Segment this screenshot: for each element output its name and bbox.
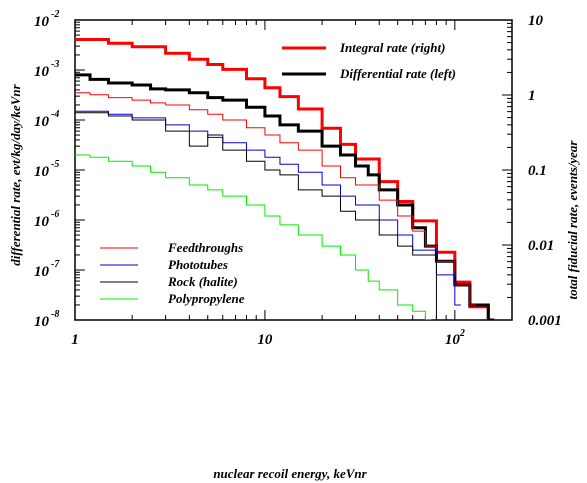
y-right-tick-label: 0.001 (528, 313, 562, 329)
y-right-axis-label: total fiducial rate, events/year (565, 140, 580, 300)
y-left-axis-label: differential rate, evt/kg/day/keVnr (8, 83, 23, 265)
x-axis-label: nuclear recoil energy, keVnr (213, 466, 367, 481)
y-left-tick-exponent: -2 (51, 9, 59, 20)
y-left-tick-base: 10 (34, 314, 50, 330)
y-left-tick-label: 10 -6 (34, 209, 59, 230)
x-tick-exponent: 2 (459, 328, 465, 339)
legend-bottom-label: Feedthroughs (167, 240, 243, 255)
x-ticks: 1 10 102 (71, 20, 513, 348)
legend-top: Integral rate (right) Differential rate (… (282, 40, 456, 81)
x-tick-base: 10 (445, 332, 461, 348)
series-line-0 (75, 37, 495, 320)
y-left-tick-base: 10 (34, 214, 50, 230)
y-left-tick-base: 10 (34, 264, 50, 280)
y-left-tick-exponent: -7 (51, 259, 60, 270)
y-right-tick-label: 10 (528, 13, 544, 29)
y-left-tick-label: 10 -2 (34, 9, 59, 30)
legend-bottom-label: Rock (halite) (167, 274, 238, 289)
legend-bottom: Feedthroughs Phototubes Rock (halite) Polyp… (100, 240, 245, 306)
series-line-4 (75, 112, 443, 320)
series-line-5 (75, 154, 432, 320)
x-tick-label: 1 (71, 332, 79, 348)
y-left-tick-base: 10 (34, 114, 50, 130)
x-tick-label: 102 (445, 328, 465, 348)
y-left-tick-label: 10 -5 (34, 159, 59, 180)
legend-bottom-label: Phototubes (168, 257, 228, 272)
series-line-3 (75, 110, 461, 306)
y-right-tick-label: 1 (528, 88, 536, 104)
x-tick-base: 1 (71, 332, 79, 348)
series-layer (75, 37, 495, 320)
x-tick-base: 10 (257, 332, 273, 348)
y-left-tick-label: 10 -3 (34, 59, 59, 80)
x-tick-label: 10 (257, 332, 273, 348)
y-left-ticks: 10-210-310-410-510-610-710-8 (34, 9, 85, 330)
y-left-tick-base: 10 (34, 64, 50, 80)
y-left-tick-base: 10 (34, 164, 50, 180)
y-right-tick-label: 0.1 (528, 163, 547, 179)
series-line-1 (75, 73, 495, 320)
y-left-tick-label: 10 -8 (34, 309, 59, 330)
series-line-2 (75, 92, 476, 306)
y-left-tick-label: 10 -7 (34, 259, 60, 280)
legend-top-label: Integral rate (right) (339, 40, 445, 55)
y-left-tick-exponent: -5 (51, 159, 59, 170)
y-right-ticks: 10 1 0.1 0.01 0.001 (502, 13, 562, 329)
legend-top-label: Differential rate (left) (339, 66, 456, 81)
legend-bottom-label: Polypropylene (168, 291, 245, 306)
y-left-tick-exponent: -3 (51, 59, 59, 70)
y-left-tick-exponent: -4 (51, 109, 59, 120)
y-left-tick-exponent: -8 (51, 309, 59, 320)
y-right-tick-label: 0.01 (528, 238, 554, 254)
y-left-tick-base: 10 (34, 14, 50, 30)
y-left-tick-label: 10 -4 (34, 109, 59, 130)
y-left-tick-exponent: -6 (51, 209, 59, 220)
